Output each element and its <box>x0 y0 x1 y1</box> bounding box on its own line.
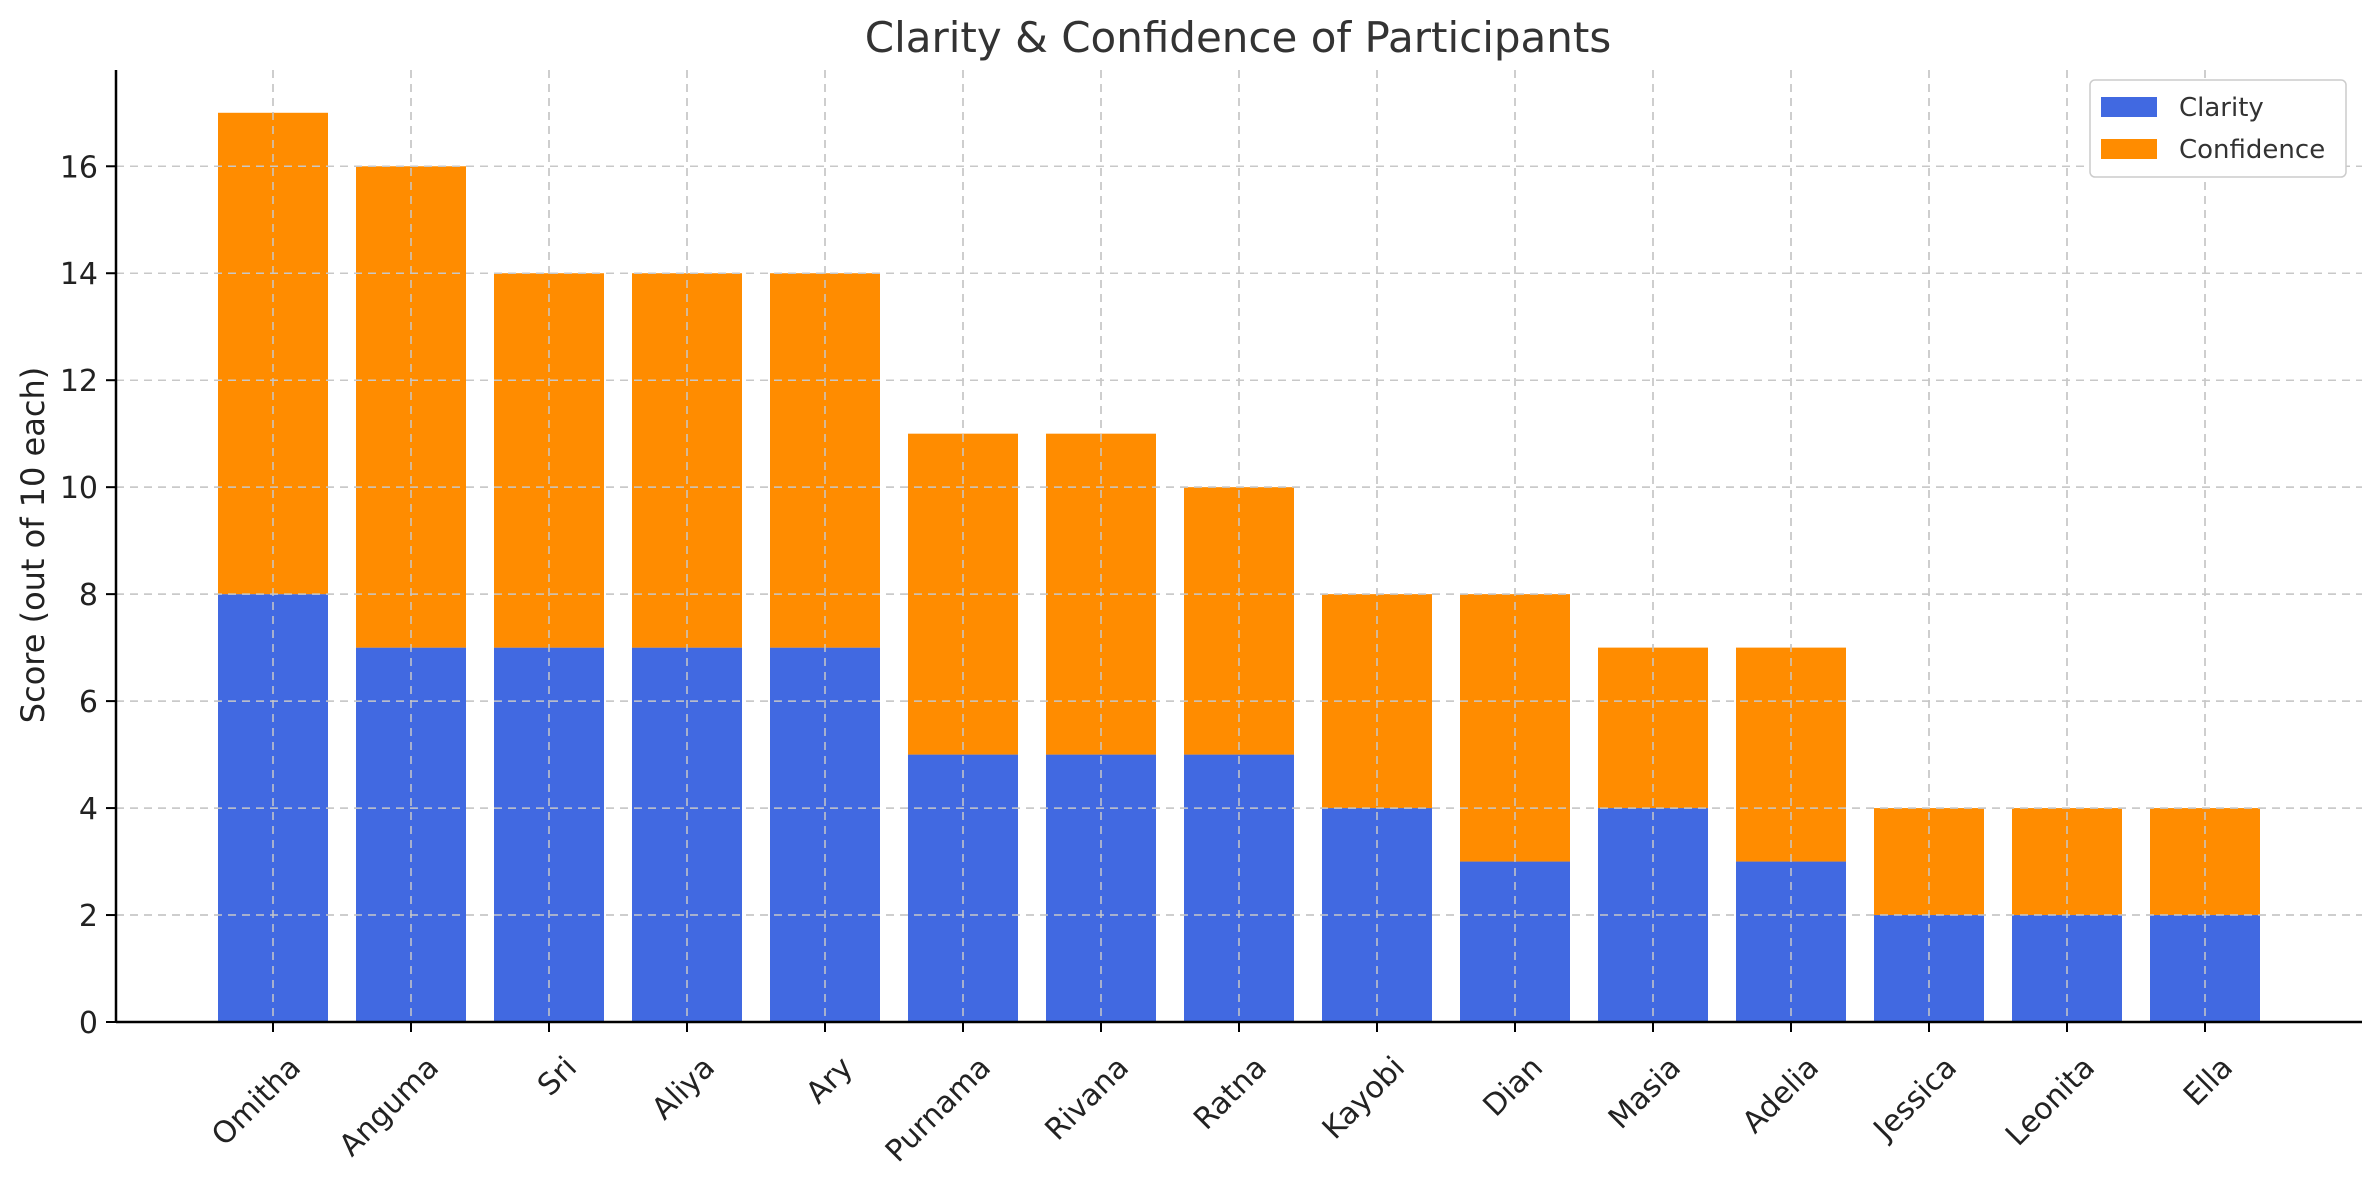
x-tick-label-rivana: Rivana <box>1039 1050 1136 1147</box>
x-tick-label-sri: Sri <box>531 1050 584 1103</box>
x-tick-label-adelia: Adelia <box>1736 1050 1826 1140</box>
legend: Clarity Confidence <box>2089 79 2347 178</box>
x-tick-label-ella: Ella <box>2177 1050 2240 1113</box>
bar-confidence-ary <box>770 273 880 648</box>
y-tick-label-6: 6 <box>79 685 98 720</box>
x-tick-label-jessica: Jessica <box>1866 1050 1964 1148</box>
x-tick-label-purnama: Purnama <box>879 1050 998 1169</box>
bar-confidence-adelia <box>1736 647 1846 862</box>
x-tick-label-omitha: Omitha <box>205 1050 308 1153</box>
x-tick-label-masia: Masia <box>1602 1050 1688 1136</box>
x-tick-label-aliya: Aliya <box>645 1050 722 1127</box>
y-tick-label-0: 0 <box>79 1006 98 1041</box>
y-tick-label-16: 16 <box>60 150 98 185</box>
bar-confidence-aliya <box>632 273 742 648</box>
bars-layer <box>116 70 2362 1022</box>
x-tick-label-ary: Ary <box>799 1050 860 1111</box>
legend-swatch-confidence <box>2101 139 2157 159</box>
y-tick-label-2: 2 <box>79 899 98 934</box>
y-axis-label: Score (out of 10 each) <box>14 367 52 723</box>
legend-swatch-clarity <box>2101 97 2157 117</box>
y-tick-label-8: 8 <box>79 578 98 613</box>
legend-label-confidence: Confidence <box>2179 135 2325 165</box>
x-tick-label-kayobi: Kayobi <box>1316 1050 1412 1146</box>
y-tick-label-4: 4 <box>79 792 98 827</box>
legend-label-clarity: Clarity <box>2179 93 2264 123</box>
x-tick-label-ratna: Ratna <box>1187 1050 1274 1137</box>
x-tick-label-leonita: Leonita <box>1999 1050 2102 1153</box>
y-tick-label-10: 10 <box>60 471 98 506</box>
x-tick-label-anguma: Anguma <box>333 1050 446 1163</box>
y-tick-label-12: 12 <box>60 364 98 399</box>
x-tick-label-dian: Dian <box>1476 1050 1549 1123</box>
chart-title: Clarity & Confidence of Participants <box>865 13 1611 62</box>
bar-confidence-sri <box>494 273 604 648</box>
y-tick-label-14: 14 <box>60 257 98 292</box>
